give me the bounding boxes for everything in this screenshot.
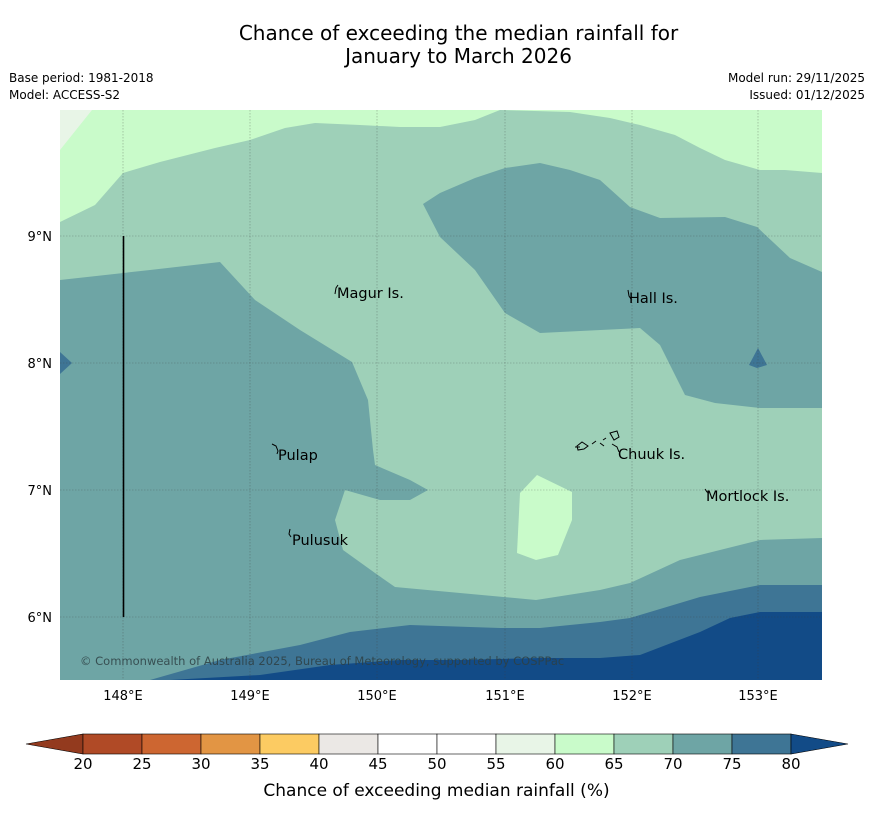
band-60-65-pocket bbox=[517, 475, 572, 560]
label-magur: Magur Is. bbox=[337, 286, 404, 302]
colorbar-tick-40: 40 bbox=[309, 755, 329, 773]
label-chuuk: Chuuk Is. bbox=[618, 447, 685, 463]
lon-label-148e: 148°E bbox=[103, 689, 143, 704]
colorbar-bin-35-40 bbox=[259, 733, 320, 755]
band-above-80 bbox=[170, 612, 822, 680]
label-hall: Hall Is. bbox=[629, 291, 678, 307]
label-mortlock: Mortlock Is. bbox=[706, 489, 789, 505]
title-line-1: Chance of exceeding the median rainfall … bbox=[238, 21, 679, 45]
colorbar-bin-60-65 bbox=[554, 733, 615, 755]
colorbar-tick-30: 30 bbox=[191, 755, 211, 773]
lon-label-153e: 153°E bbox=[738, 689, 778, 704]
colorbar-bin-40-45 bbox=[318, 733, 379, 755]
colorbar-extend-low bbox=[25, 733, 84, 755]
colorbar-tick-75: 75 bbox=[722, 755, 742, 773]
colorbar-tick-65: 65 bbox=[604, 755, 624, 773]
meta-left: Base period: 1981-2018 Model: ACCESS-S2 bbox=[9, 70, 154, 104]
lon-label-152e: 152°E bbox=[612, 689, 652, 704]
island-outlines bbox=[271, 284, 710, 538]
band-60-65-north bbox=[60, 110, 822, 222]
model-run: Model run: 29/11/2025 bbox=[727, 71, 865, 85]
lat-label-9n: 9°N bbox=[28, 230, 53, 245]
longitude-labels: 148°E 149°E 150°E 151°E 152°E 153°E bbox=[103, 689, 778, 704]
colorbar-tick-25: 25 bbox=[132, 755, 152, 773]
island-pulusuk bbox=[288, 528, 292, 538]
colorbar-bin-75-80 bbox=[731, 733, 792, 755]
colorbar-tick-70: 70 bbox=[663, 755, 683, 773]
colorbar bbox=[25, 733, 849, 755]
colorbar-tick-60: 60 bbox=[545, 755, 565, 773]
meta-right: Model run: 29/11/2025 Issued: 01/12/2025 bbox=[728, 70, 865, 104]
map-title: Chance of exceeding the median rainfall … bbox=[0, 22, 873, 68]
colorbar-bin-30-35 bbox=[200, 733, 261, 755]
band-70-75-northeast bbox=[423, 163, 822, 408]
base-period: Base period: 1981-2018 bbox=[9, 71, 154, 85]
colorbar-bin-50-55 bbox=[436, 733, 497, 755]
place-labels: Magur Is. Hall Is. Pulap Chuuk Is. Mortl… bbox=[278, 286, 789, 549]
colorbar-extend-high bbox=[790, 733, 849, 755]
label-pulusuk: Pulusuk bbox=[292, 533, 349, 549]
copyright-notice: © Commonwealth of Australia 2025, Bureau… bbox=[80, 654, 564, 668]
colorbar-bin-70-75 bbox=[672, 733, 733, 755]
colorbar-tick-80: 80 bbox=[781, 755, 801, 773]
colorbar-tick-55: 55 bbox=[486, 755, 506, 773]
model-name: Model: ACCESS-S2 bbox=[9, 88, 121, 102]
island-chuuk-atoll bbox=[575, 430, 620, 453]
band-70-75-west-south bbox=[60, 262, 822, 680]
colorbar-title: Chance of exceeding median rainfall (%) bbox=[263, 781, 610, 801]
lat-label-8n: 8°N bbox=[28, 357, 53, 372]
colorbar-tick-50: 50 bbox=[427, 755, 447, 773]
lat-label-7n: 7°N bbox=[28, 484, 53, 499]
band-55-60-corner bbox=[60, 110, 92, 150]
spot-75-80-east bbox=[749, 348, 767, 368]
colorbar-tick-35: 35 bbox=[250, 755, 270, 773]
label-pulap: Pulap bbox=[278, 448, 318, 464]
colorbar-bin-20-25 bbox=[82, 733, 143, 755]
contour-map bbox=[60, 110, 822, 680]
spot-75-80-west bbox=[60, 352, 72, 374]
title-line-2: January to March 2026 bbox=[345, 44, 572, 68]
lat-label-6n: 6°N bbox=[28, 611, 53, 626]
island-mortlock bbox=[704, 488, 710, 494]
lon-label-151e: 151°E bbox=[485, 689, 525, 704]
colorbar-tick-20: 20 bbox=[73, 755, 93, 773]
latitude-labels: 9°N 8°N 7°N 6°N bbox=[28, 230, 53, 626]
colorbar-bin-55-60 bbox=[495, 733, 556, 755]
colorbar-bin-45-50 bbox=[377, 733, 438, 755]
lon-label-150e: 150°E bbox=[357, 689, 397, 704]
lon-label-149e: 149°E bbox=[230, 689, 270, 704]
island-pulap bbox=[271, 443, 279, 455]
issued-date: Issued: 01/12/2025 bbox=[749, 88, 865, 102]
island-hall bbox=[627, 289, 632, 300]
colorbar-bin-65-70 bbox=[613, 733, 674, 755]
colorbar-tick-45: 45 bbox=[368, 755, 388, 773]
colorbar-bin-25-30 bbox=[141, 733, 202, 755]
island-magur bbox=[334, 284, 339, 295]
